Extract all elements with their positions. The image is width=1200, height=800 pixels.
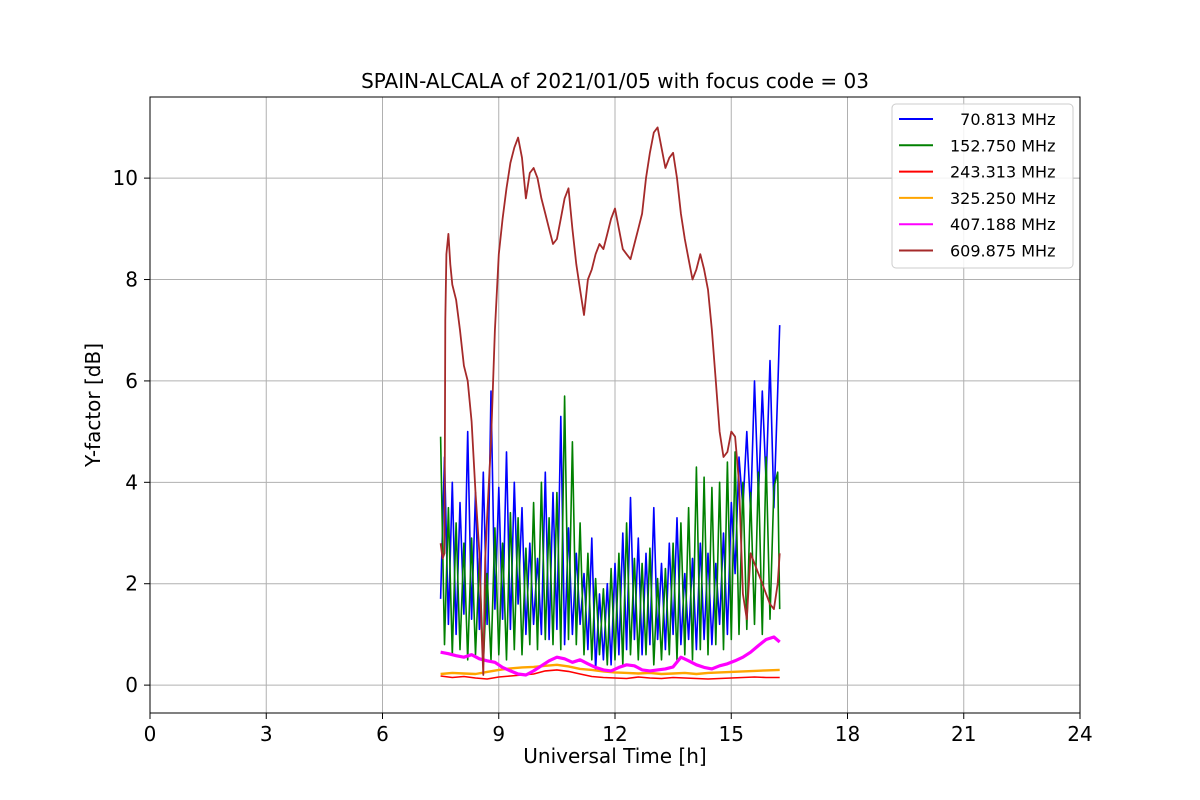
x-axis-ticks: 0 3 6 9 12 15 18 21 24 [144, 713, 1093, 746]
x-tick-label: 18 [835, 722, 860, 746]
x-tick-label: 9 [492, 722, 505, 746]
x-tick-label: 21 [951, 722, 976, 746]
y-tick-label: 2 [125, 572, 138, 596]
y-axis-ticks: 0 2 4 6 8 10 [113, 166, 150, 697]
x-tick-label: 6 [376, 722, 389, 746]
legend-box [891, 103, 1074, 269]
x-tick-label: 3 [260, 722, 273, 746]
legend-entry: 70.813 MHz [950, 110, 1055, 129]
chart-title: SPAIN-ALCALA of 2021/01/05 with focus co… [361, 69, 869, 93]
y-axis-label: Y-factor [dB] [81, 343, 105, 468]
x-tick-label: 12 [602, 722, 627, 746]
series-line-2 [439, 395, 781, 666]
y-tick-label: 4 [125, 470, 138, 494]
legend: 70.813 MHz 152.750 MHz 243.313 MHz 325.250 … [891, 103, 1074, 269]
series-line-3 [440, 669, 780, 680]
legend-entry: 325.250 MHz [950, 189, 1055, 208]
y-tick-label: 6 [125, 369, 138, 393]
x-tick-label: 0 [144, 722, 157, 746]
y-tick-label: 0 [125, 673, 138, 697]
legend-entry: 152.750 MHz [950, 136, 1055, 155]
x-tick-label: 15 [719, 722, 744, 746]
x-axis-label: Universal Time [h] [523, 744, 706, 768]
y-tick-label: 8 [125, 268, 138, 292]
legend-entry: 609.875 MHz [950, 242, 1055, 261]
series-layer [439, 126, 781, 680]
series-line-5 [440, 635, 781, 677]
x-tick-label: 24 [1067, 722, 1092, 746]
legend-entry: 407.188 MHz [950, 215, 1055, 234]
y-tick-label: 10 [113, 166, 138, 190]
legend-entry: 243.313 MHz [950, 163, 1055, 182]
series-line-6 [439, 126, 781, 676]
